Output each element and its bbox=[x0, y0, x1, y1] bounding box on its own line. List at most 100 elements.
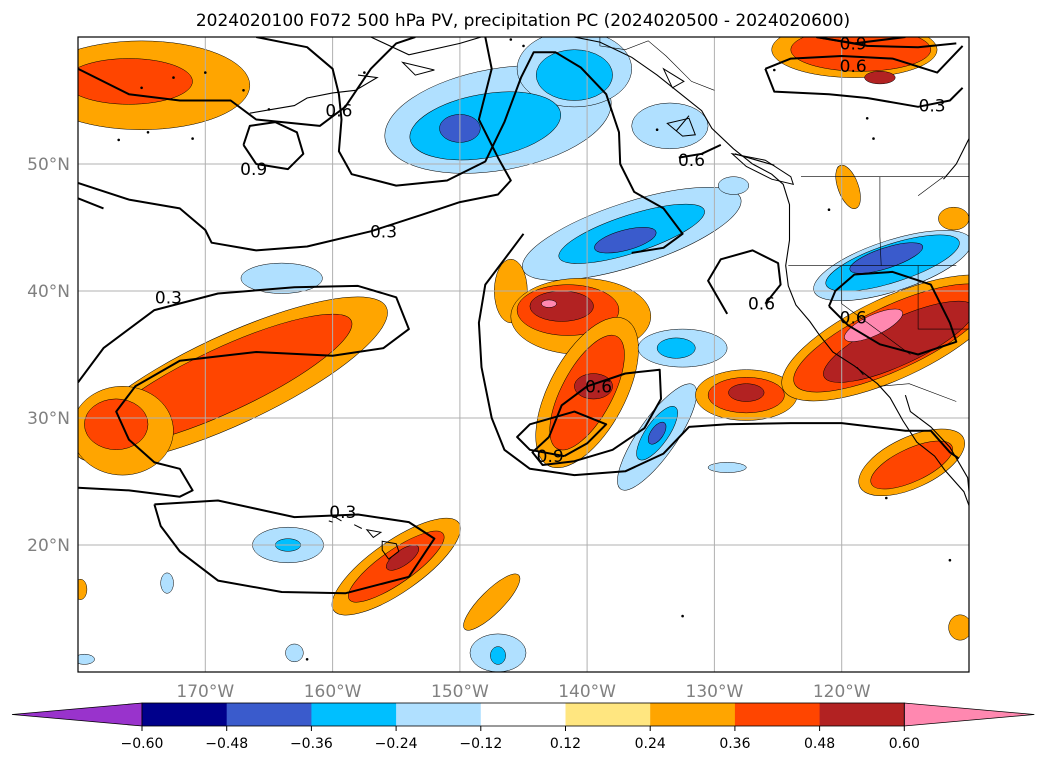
lat-tick-label: 30°N bbox=[27, 409, 70, 429]
pv-contour bbox=[153, 499, 436, 595]
lon-tick-label: 120°W bbox=[813, 682, 871, 702]
small-island bbox=[681, 614, 684, 618]
pv-contour bbox=[828, 270, 958, 356]
island bbox=[353, 524, 363, 529]
small-island bbox=[267, 108, 271, 111]
small-island bbox=[191, 137, 194, 140]
contour-label: 0.3 bbox=[370, 222, 397, 242]
contour-label: 0.3 bbox=[155, 288, 182, 308]
colorbar-tick-label: 0.12 bbox=[550, 736, 581, 752]
small-island bbox=[146, 131, 150, 134]
pv-contour bbox=[816, 37, 906, 45]
latitude-labels: 20°N 30°N 40°N 50°N bbox=[27, 155, 70, 556]
colorbar-segment bbox=[311, 703, 397, 726]
pv-contour bbox=[78, 37, 416, 127]
small-island bbox=[827, 208, 831, 211]
colorbar-segment bbox=[650, 703, 736, 726]
anomaly-blob bbox=[948, 614, 969, 641]
colorbar-tick-label: −0.36 bbox=[290, 736, 333, 752]
pv-contour bbox=[764, 45, 964, 74]
small-island bbox=[948, 558, 952, 562]
small-island bbox=[509, 38, 513, 41]
island bbox=[666, 117, 696, 137]
anomaly-blob bbox=[78, 653, 95, 665]
pv-contour bbox=[78, 37, 512, 252]
colorbar-segment bbox=[480, 703, 567, 726]
coastline-layer bbox=[117, 37, 969, 661]
pv-contour bbox=[764, 68, 964, 108]
colorbar-tick-label: −0.60 bbox=[121, 736, 164, 752]
lon-tick-label: 160°W bbox=[304, 682, 362, 702]
island bbox=[400, 61, 435, 76]
contour-label: 0.6 bbox=[840, 309, 867, 329]
lat-tick-label: 50°N bbox=[27, 155, 70, 175]
lon-tick-label: 150°W bbox=[431, 682, 489, 702]
colorbar-tick-label: −0.12 bbox=[459, 736, 502, 752]
anomaly-blob bbox=[790, 37, 932, 72]
coastline bbox=[370, 37, 969, 506]
lon-tick-label: 130°W bbox=[686, 682, 744, 702]
colorbar-high-extend bbox=[903, 702, 1035, 727]
anomaly-blob bbox=[656, 337, 696, 359]
small-island bbox=[522, 44, 525, 48]
anomaly-blob bbox=[160, 572, 174, 594]
contour-label: 0.6 bbox=[840, 57, 867, 77]
small-island bbox=[885, 496, 888, 500]
lat-tick-label: 40°N bbox=[27, 282, 70, 302]
coastline bbox=[675, 115, 690, 132]
colorbar-low-extend bbox=[11, 702, 143, 727]
colorbar-segment bbox=[565, 703, 651, 726]
lat-tick-label: 20°N bbox=[27, 536, 70, 556]
island bbox=[328, 520, 333, 523]
colorbar-tick-label: 0.36 bbox=[719, 736, 750, 752]
pv-contour bbox=[242, 121, 305, 171]
contour-label: 0.6 bbox=[585, 377, 612, 397]
coastline bbox=[904, 394, 969, 492]
anomaly-blob bbox=[647, 421, 667, 445]
colorbar-segment bbox=[396, 703, 482, 726]
colorbar-tick-label: −0.24 bbox=[375, 736, 418, 752]
contour-label: 0.6 bbox=[678, 151, 705, 171]
anomaly-blob bbox=[541, 299, 557, 308]
island bbox=[662, 67, 685, 89]
colorbar-tick-label: 0.24 bbox=[635, 736, 666, 752]
anomaly-blob bbox=[78, 578, 88, 600]
lon-tick-label: 170°W bbox=[176, 682, 234, 702]
anomaly-blob bbox=[535, 49, 613, 101]
contour-label-layer: 0.9 0.6 0.3 0.3 0.3 0.6 0.9 0.6 0.6 0.6 0.9 0.6 0.3 bbox=[155, 34, 946, 523]
anomaly-blob bbox=[463, 573, 521, 631]
colorbar-segment bbox=[819, 703, 905, 726]
anomaly-blob bbox=[728, 383, 765, 402]
pv-contour bbox=[78, 284, 410, 498]
anomaly-blob bbox=[285, 643, 304, 663]
contour-label: 0.3 bbox=[919, 97, 946, 117]
small-island bbox=[242, 89, 245, 92]
small-island bbox=[305, 658, 309, 661]
longitude-labels: 170°W 160°W 150°W 140°W 130°W 120°W bbox=[176, 682, 870, 702]
lon-tick-label: 140°W bbox=[558, 682, 616, 702]
island bbox=[365, 529, 383, 539]
border-line bbox=[599, 37, 715, 91]
pv-contour-layer bbox=[78, 37, 964, 595]
border-line bbox=[841, 265, 911, 355]
pv-contour bbox=[477, 233, 960, 477]
colorbar-tick-label: −0.48 bbox=[205, 736, 248, 752]
border-line bbox=[917, 176, 944, 197]
island bbox=[730, 152, 795, 185]
anomaly-blob bbox=[84, 398, 149, 450]
pv-contour bbox=[256, 37, 684, 254]
colorbar-tick-label: 0.60 bbox=[889, 736, 920, 752]
anomaly-blob bbox=[594, 227, 657, 254]
anomaly-blob bbox=[240, 262, 323, 294]
anomaly-blob bbox=[844, 308, 903, 342]
small-island bbox=[363, 71, 366, 74]
contour-label: 0.9 bbox=[240, 160, 267, 180]
small-island bbox=[172, 76, 175, 79]
pv-contour bbox=[531, 368, 662, 466]
small-island bbox=[204, 71, 207, 74]
colorbar: −0.60 −0.48 −0.36 −0.24 −0.12 0.12 0.24 0.36 0.4… bbox=[11, 702, 1035, 752]
anomaly-blob bbox=[78, 58, 193, 105]
anomaly-blob bbox=[707, 462, 747, 473]
chart-title: 2024020100 F072 500 hPa PV, precipitatio… bbox=[196, 11, 850, 31]
small-island bbox=[140, 86, 143, 90]
